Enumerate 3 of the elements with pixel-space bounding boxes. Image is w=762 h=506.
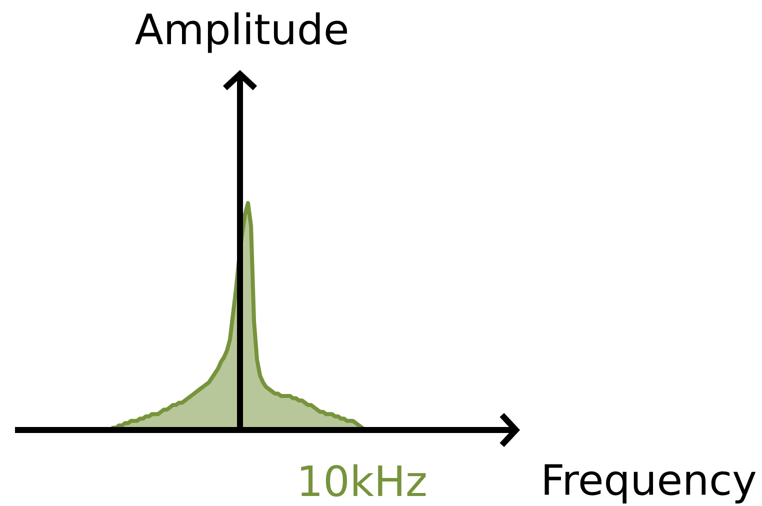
y-axis-title: Amplitude bbox=[135, 12, 348, 53]
text: 10kHz bbox=[301, 464, 426, 497]
x-axis-title: Frequency bbox=[544, 464, 756, 504]
